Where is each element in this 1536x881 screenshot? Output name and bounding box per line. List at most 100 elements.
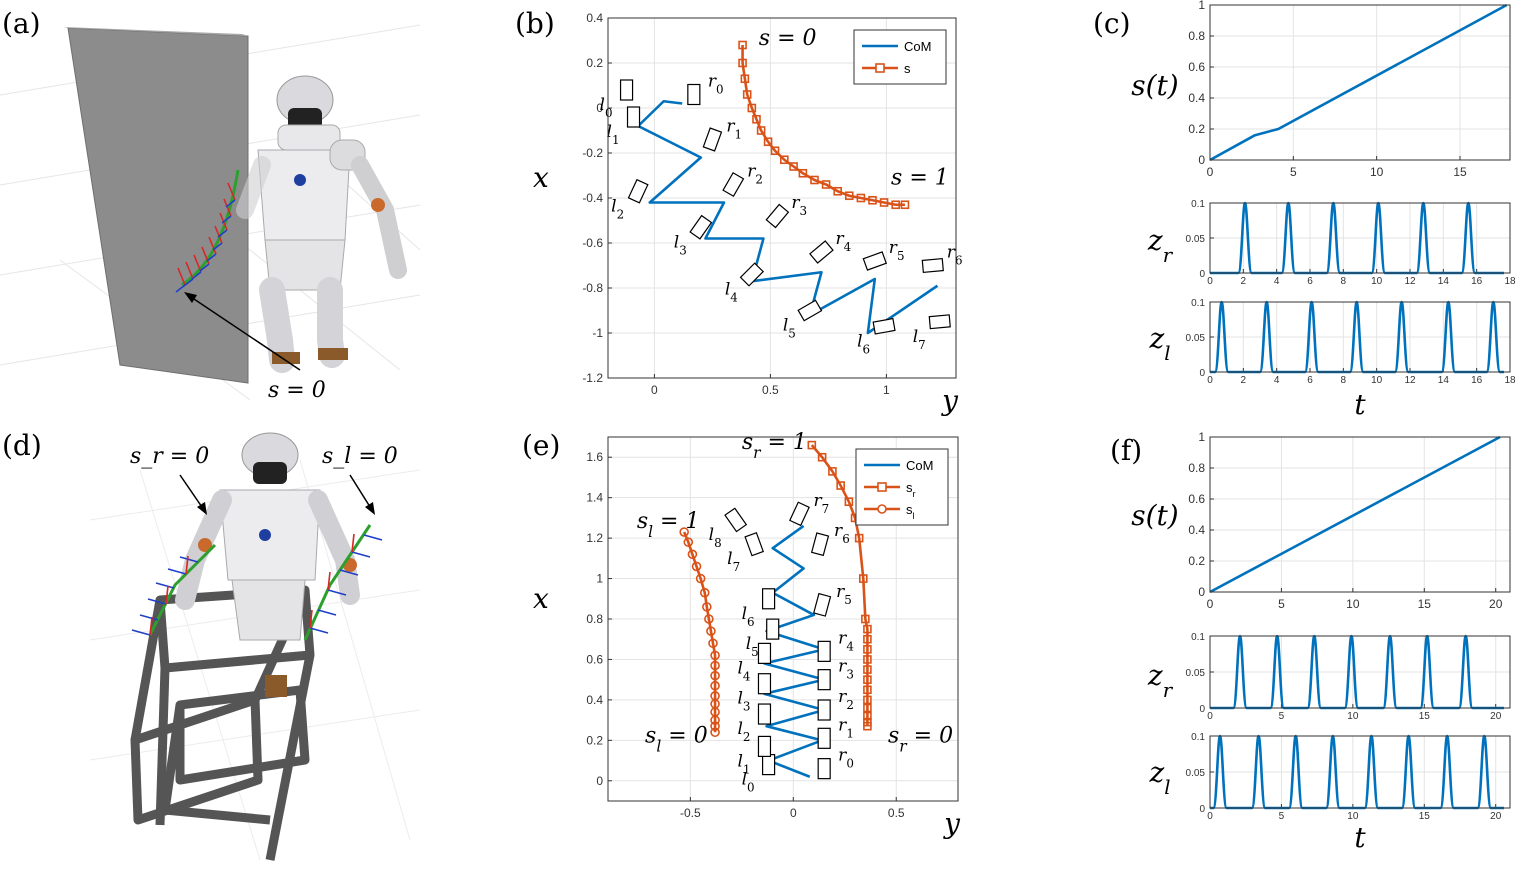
plot-border	[1209, 202, 1511, 274]
y-tick-label: 0	[1199, 368, 1205, 379]
data-point	[740, 74, 750, 84]
x-tick-label: 14	[1438, 375, 1450, 386]
data-point	[789, 162, 798, 171]
data-point	[699, 587, 710, 598]
chart-f-zl: 0 5 10 15 20 0 0.05 0.1 zl t	[1148, 732, 1511, 854]
y-tick-label: 0.6	[1188, 60, 1205, 74]
annotation: sl = 0	[645, 723, 708, 755]
annotation: sl = 1	[637, 509, 700, 541]
y-tick-label: 0	[596, 101, 603, 115]
footstep-label: r2	[838, 687, 854, 712]
x-tick-label: 14	[1438, 276, 1450, 287]
footstep-r2	[817, 699, 831, 721]
chart-e: -0.5 0 0.5 0 0.2 0.4 0.6 0.8 1 1.2 1.4 1.6 l0 r0 l1 r1 l…	[533, 430, 961, 840]
x-tick-label: 15	[1453, 165, 1467, 179]
plot-border	[607, 17, 957, 379]
data-point	[856, 193, 866, 203]
chart-c-zl: 0 2 4 6 8 10 12 14 16 18 0 0.05 0.1 zl t	[1148, 298, 1516, 421]
footstep-l1	[757, 735, 772, 758]
data-point	[695, 573, 706, 584]
x-tick-label: 4	[1274, 375, 1280, 386]
y-tick-label: 0.05	[1186, 668, 1206, 679]
footstep-label: l3	[737, 689, 750, 714]
data-point	[891, 200, 900, 210]
data-point	[763, 137, 773, 147]
data-point	[810, 175, 819, 185]
panel-label-c: (c)	[1093, 7, 1131, 40]
data-point	[863, 624, 872, 634]
x-tick-label: 1	[883, 383, 890, 397]
footstep-label: l2	[737, 719, 750, 744]
footstep-r3	[817, 669, 831, 691]
footstep-label: l1	[607, 122, 620, 147]
footstep-r3	[765, 203, 790, 229]
y-tick-label: 1	[1198, 0, 1205, 12]
footstep-label: r0	[838, 746, 854, 771]
x-tick-label: 18	[1504, 375, 1516, 386]
y-tick-label: -0.8	[582, 281, 603, 295]
annotation: s = 0	[759, 26, 817, 51]
series-line-CoM	[636, 99, 939, 335]
x-tick-label: 15	[1419, 811, 1431, 822]
x-tick-label: 4	[1274, 276, 1280, 287]
data-point	[863, 711, 872, 721]
panel-label-e: (e)	[522, 429, 560, 462]
x-tick-label: 5	[1279, 811, 1285, 822]
footstep-l4	[757, 642, 772, 664]
x-tick-label: 0	[790, 806, 797, 820]
data-point	[702, 602, 712, 612]
x-tick-label: 20	[1490, 711, 1502, 722]
data-point	[710, 660, 720, 671]
plot-border	[607, 436, 959, 802]
x-tick-label: 0	[651, 383, 658, 397]
x-axis-label: y	[940, 384, 959, 417]
footstep-label: l8	[709, 525, 722, 550]
footstep-l7	[744, 531, 765, 557]
footstep-l5	[797, 299, 823, 322]
chart-f-s: 0 5 10 15 20 0 0.2 0.4 0.6 0.8 1 s(t)	[1131, 430, 1511, 611]
data-point	[708, 638, 718, 649]
data-point	[863, 634, 872, 644]
data-point	[863, 655, 872, 664]
robot-a	[236, 75, 407, 373]
footstep-label: r2	[747, 162, 763, 187]
x-tick-label: 10	[1371, 276, 1383, 287]
y-axis-label: x	[533, 582, 549, 615]
x-tick-label: 15	[1419, 711, 1431, 722]
data-point	[879, 198, 889, 207]
footstep-l0	[761, 753, 776, 776]
robot-d	[175, 432, 360, 697]
y-tick-label: 0.05	[1186, 768, 1206, 779]
x-tick-label: 10	[1346, 597, 1360, 611]
x-axis-label: y	[942, 807, 961, 840]
y-tick-label: -0.4	[582, 191, 603, 205]
legend-marker	[877, 482, 887, 492]
legend-label: CoM	[904, 39, 931, 54]
y-tick-label: 0.2	[1188, 122, 1205, 136]
x-tick-label: 8	[1341, 375, 1347, 386]
footstep-r4	[817, 640, 831, 662]
panel-label-a: (a)	[2, 7, 41, 40]
y-tick-label: -1.2	[582, 371, 603, 385]
x-tick-label: 8	[1341, 276, 1347, 287]
data-point	[710, 727, 720, 738]
data-point	[844, 497, 854, 507]
data-point	[863, 665, 872, 674]
data-point	[710, 715, 720, 725]
y-tick-label: 0	[1199, 269, 1205, 280]
scene-a: s = 0	[0, 24, 421, 403]
data-point	[868, 195, 877, 205]
data-point	[863, 703, 872, 713]
x-tick-label: 5	[1278, 597, 1285, 611]
x-tick-label: 16	[1471, 276, 1483, 287]
data-point	[863, 721, 872, 731]
data-point	[807, 440, 817, 450]
x-tick-label: 6	[1307, 276, 1313, 287]
data-point	[691, 561, 702, 572]
x-tick-label: 6	[1307, 375, 1313, 386]
footstep-label: l7	[727, 549, 740, 574]
x-axis-label: t	[1354, 388, 1366, 421]
data-point	[863, 645, 872, 654]
x-tick-label: 0	[1207, 276, 1213, 287]
x-tick-label: 10	[1347, 811, 1359, 822]
